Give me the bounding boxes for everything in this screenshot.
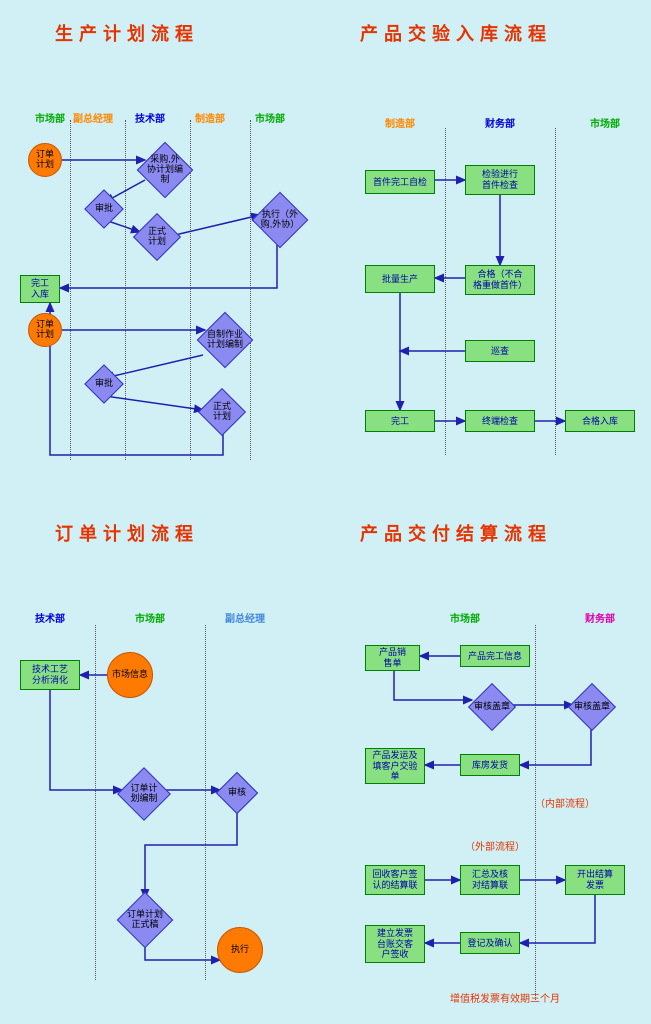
flowchart-panel: 生产计划流程市场部副总经理技术部制造部市场部完工入库采购,外协计划编制审批正式计… xyxy=(15,20,325,480)
flow-arrow xyxy=(394,671,472,700)
column-header: 副总经理 xyxy=(225,610,265,625)
p1-order2: 订单计划 xyxy=(28,313,62,347)
p4-r4: 库房发货 xyxy=(460,754,520,776)
column-header: 技术部 xyxy=(35,610,65,625)
p1-order1: 订单计划 xyxy=(28,143,62,177)
diamond-label: 订单计划正式稿 xyxy=(127,910,163,930)
panel-title: 产品交验入库流程 xyxy=(360,20,552,46)
p3-r1: 技术工艺分析消化 xyxy=(20,660,80,690)
flow-arrow xyxy=(50,690,122,790)
p2-r5: 巡查 xyxy=(465,340,535,362)
note-text: （内部流程） xyxy=(535,795,595,810)
flow-arrow xyxy=(145,810,237,898)
panel-title: 生产计划流程 xyxy=(55,20,199,46)
p1-d1: 采购,外协计划编制 xyxy=(137,142,194,199)
p1-r1: 完工入库 xyxy=(20,275,60,303)
column-header: 制造部 xyxy=(385,115,415,130)
diamond-label: 审核 xyxy=(228,788,246,798)
diamond-label: 正式计划 xyxy=(148,227,166,247)
p3-d2: 审核 xyxy=(216,772,258,814)
diamond-label: 订单计划编制 xyxy=(130,784,157,804)
column-header: 市场部 xyxy=(590,115,620,130)
diamond-label: 审核盖章 xyxy=(574,702,610,712)
p2-r4: 合格（不合格重做首件） xyxy=(465,265,535,295)
p4-r7: 开出结算发票 xyxy=(565,865,625,895)
p4-r8: 建立发票台账交客户签收 xyxy=(365,925,425,963)
p2-r6: 完工 xyxy=(365,410,435,432)
p4-d2: 审核盖章 xyxy=(568,683,616,731)
p4-d1: 审核盖章 xyxy=(468,683,516,731)
p4-r3: 产品发运及填客户交验单 xyxy=(365,748,425,784)
arrows-layer xyxy=(15,520,325,1010)
p2-r7: 终端检查 xyxy=(465,410,535,432)
panel-title: 产品交付结算流程 xyxy=(360,520,552,546)
p1-d3: 正式计划 xyxy=(133,213,181,261)
swimlane-divider xyxy=(95,625,96,980)
diamond-label: 审批 xyxy=(95,204,113,214)
flow-arrow xyxy=(105,355,203,378)
p3-c1: 市场信息 xyxy=(107,652,153,698)
p2-r1: 首件完工自检 xyxy=(365,170,435,194)
flow-arrow xyxy=(50,303,223,455)
diamond-label: 审核盖章 xyxy=(474,702,510,712)
flow-arrow xyxy=(520,895,595,943)
flow-arrow xyxy=(145,940,220,960)
swimlane-divider xyxy=(555,128,556,455)
column-header: 市场部 xyxy=(450,610,480,625)
p4-r6: 汇总及核对结算联 xyxy=(460,865,520,895)
p4-r1: 产品销售单 xyxy=(365,645,420,671)
diamond-label: 执行（外购,外协） xyxy=(261,210,300,230)
swimlane-divider xyxy=(70,120,71,460)
p1-d4: 执行（外购,外协） xyxy=(252,192,309,249)
p4-r5: 回收客户签认的结算联 xyxy=(365,865,425,895)
p2-r2: 检验进行首件检查 xyxy=(465,165,535,195)
flowchart-panel: 产品交付结算流程市场部 财务部产品销售单 产品完工信息产品发运及填客户交验单 库房发货… xyxy=(350,520,650,1010)
flowchart-panel: 产品交验入库流程制造部 财务部 市场部首件完工自检 检验进行首件检查批量生产 合格（不合… xyxy=(350,20,650,480)
flow-arrow xyxy=(175,215,260,235)
column-header: 副总经理 xyxy=(73,110,113,125)
p1-d2: 审批 xyxy=(84,189,124,229)
swimlane-divider xyxy=(250,120,251,460)
diamond-label: 采购,外协计划编制 xyxy=(147,155,183,185)
p2-r3: 批量生产 xyxy=(365,265,435,293)
column-header: 市场部 xyxy=(35,110,65,125)
flow-arrow xyxy=(105,396,203,410)
p3-d1: 订单计划编制 xyxy=(117,767,171,821)
p3-c2: 执行 xyxy=(217,927,263,973)
panel-title: 订单计划流程 xyxy=(55,520,199,546)
swimlane-divider xyxy=(205,625,206,980)
p4-r2: 产品完工信息 xyxy=(460,645,530,667)
flowchart-panel: 订单计划流程技术部 市场部 副总经理技术工艺分析消化订单计划编制 审核订单计划正式稿 市… xyxy=(15,520,325,1010)
column-header: 市场部 xyxy=(255,110,285,125)
column-header: 财务部 xyxy=(585,610,615,625)
diamond-label: 自制作业计划编制 xyxy=(207,330,243,350)
column-header: 技术部 xyxy=(135,110,165,125)
p1-d6: 审批 xyxy=(84,364,124,404)
p2-r8: 合格入库 xyxy=(565,410,635,432)
note-text: （外部流程） xyxy=(465,838,525,853)
swimlane-divider xyxy=(445,128,446,455)
column-header: 市场部 xyxy=(135,610,165,625)
note-text: 增值税发票有效期三个月 xyxy=(450,990,560,1005)
swimlane-divider xyxy=(125,120,126,460)
flow-arrow xyxy=(520,722,591,765)
p1-d5: 自制作业计划编制 xyxy=(197,312,254,369)
column-header: 财务部 xyxy=(485,115,515,130)
column-header: 制造部 xyxy=(195,110,225,125)
swimlane-divider xyxy=(535,625,536,1000)
diamond-label: 审批 xyxy=(95,379,113,389)
p4-r9: 登记及确认 xyxy=(460,932,520,954)
diamond-label: 正式计划 xyxy=(213,402,231,422)
arrows-layer xyxy=(15,20,325,480)
p1-d7: 正式计划 xyxy=(198,388,246,436)
p3-d3: 订单计划正式稿 xyxy=(117,892,174,949)
